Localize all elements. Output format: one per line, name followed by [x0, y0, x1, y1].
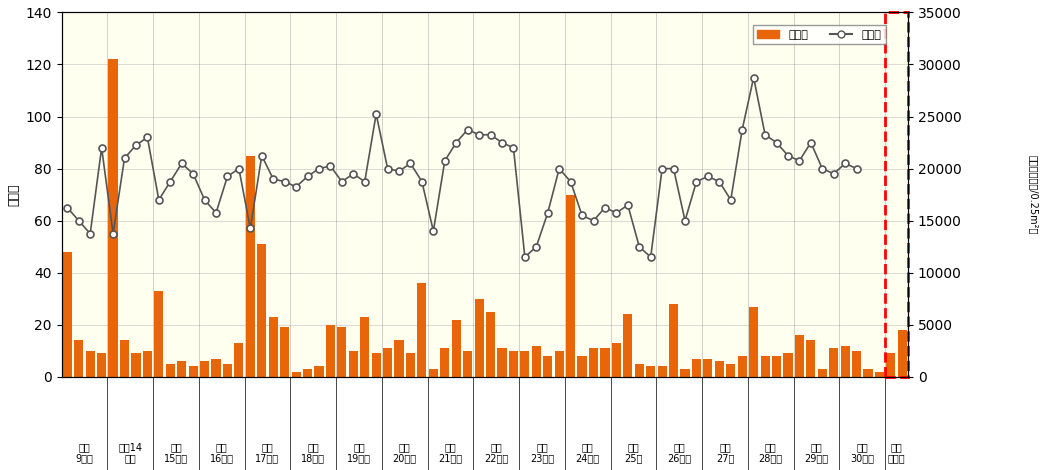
Text: 平成
25度: 平成 25度 — [624, 442, 643, 463]
Bar — [520, 351, 530, 377]
Bar — [886, 353, 896, 377]
Text: 平成14
年度: 平成14 年度 — [118, 442, 142, 463]
Legend: 個体数, 種類数: 個体数, 種類数 — [752, 25, 885, 44]
Bar — [601, 348, 609, 377]
Bar — [211, 359, 220, 377]
Bar — [486, 312, 495, 377]
Bar — [680, 369, 690, 377]
Bar — [394, 340, 403, 377]
Text: 令和
元年度: 令和 元年度 — [888, 442, 905, 463]
Text: 平成
27度: 平成 27度 — [716, 442, 735, 463]
Text: 平成
24年度: 平成 24年度 — [576, 442, 600, 463]
Bar — [132, 353, 140, 377]
Bar — [361, 317, 369, 377]
Text: 平成
23年度: 平成 23年度 — [530, 442, 554, 463]
Bar — [715, 361, 724, 377]
Bar — [74, 340, 84, 377]
Bar — [97, 353, 107, 377]
Bar — [428, 369, 438, 377]
Bar — [761, 356, 770, 377]
Bar — [555, 351, 563, 377]
Bar — [772, 356, 781, 377]
Bar — [726, 364, 736, 377]
Text: 平成
29年度: 平成 29年度 — [805, 442, 829, 463]
Bar — [155, 291, 163, 377]
Bar — [784, 353, 792, 377]
Bar — [405, 353, 415, 377]
Bar — [463, 351, 472, 377]
Bar — [349, 351, 357, 377]
Bar — [188, 367, 198, 377]
Bar — [875, 372, 884, 377]
Bar — [86, 351, 95, 377]
Text: 平成
16年度: 平成 16年度 — [210, 442, 234, 463]
Text: 平成
17年度: 平成 17年度 — [255, 442, 280, 463]
Text: 平成
20年度: 平成 20年度 — [393, 442, 417, 463]
Bar — [63, 252, 72, 377]
Bar — [566, 195, 575, 377]
Text: 平成
21年度: 平成 21年度 — [439, 442, 463, 463]
Bar — [749, 306, 759, 377]
Text: 平成
22年度: 平成 22年度 — [484, 442, 509, 463]
Bar — [120, 340, 130, 377]
Bar — [611, 343, 621, 377]
Bar — [269, 317, 278, 377]
Bar — [703, 359, 713, 377]
Bar — [578, 356, 586, 377]
Bar — [623, 314, 632, 377]
Bar — [372, 353, 380, 377]
Bar — [280, 328, 289, 377]
Text: 平成
9年度: 平成 9年度 — [75, 442, 93, 463]
Bar — [474, 299, 484, 377]
Bar — [338, 328, 347, 377]
Text: 平成
18年度: 平成 18年度 — [301, 442, 325, 463]
Bar — [292, 372, 301, 377]
Bar — [634, 364, 644, 377]
Bar — [509, 351, 518, 377]
Bar — [807, 340, 815, 377]
Bar — [326, 325, 335, 377]
Bar — [829, 348, 838, 377]
Text: 平成
19年度: 平成 19年度 — [347, 442, 371, 463]
Bar — [384, 348, 392, 377]
Bar — [669, 304, 678, 377]
Bar — [315, 367, 324, 377]
Bar — [178, 361, 186, 377]
Bar — [817, 369, 827, 377]
Bar — [692, 359, 701, 377]
Bar — [657, 367, 667, 377]
Bar — [898, 330, 907, 377]
Bar — [451, 320, 461, 377]
Bar — [497, 348, 507, 377]
Bar — [246, 156, 255, 377]
Bar — [543, 356, 553, 377]
Bar — [738, 356, 747, 377]
Bar — [589, 348, 598, 377]
Bar — [234, 343, 243, 377]
Bar — [223, 364, 232, 377]
Bar — [257, 244, 266, 377]
Bar — [143, 351, 152, 377]
Y-axis label: 個体数（個体/0.25m²）: 個体数（個体/0.25m²） — [1028, 155, 1038, 235]
Bar — [840, 345, 850, 377]
Bar — [863, 369, 873, 377]
Bar — [417, 283, 426, 377]
Y-axis label: 種類数: 種類数 — [7, 183, 20, 206]
Text: 平成
30年度: 平成 30年度 — [851, 442, 875, 463]
Bar — [303, 369, 312, 377]
Bar — [166, 364, 175, 377]
Bar — [646, 367, 655, 377]
Bar — [109, 59, 118, 377]
Bar — [200, 361, 209, 377]
Bar — [852, 351, 861, 377]
Bar — [440, 348, 449, 377]
Text: 平成
28年度: 平成 28年度 — [759, 442, 783, 463]
Bar — [795, 335, 804, 377]
Text: 平成
15年度: 平成 15年度 — [164, 442, 188, 463]
Text: 平成
26年度: 平成 26年度 — [667, 442, 692, 463]
Bar — [532, 345, 541, 377]
